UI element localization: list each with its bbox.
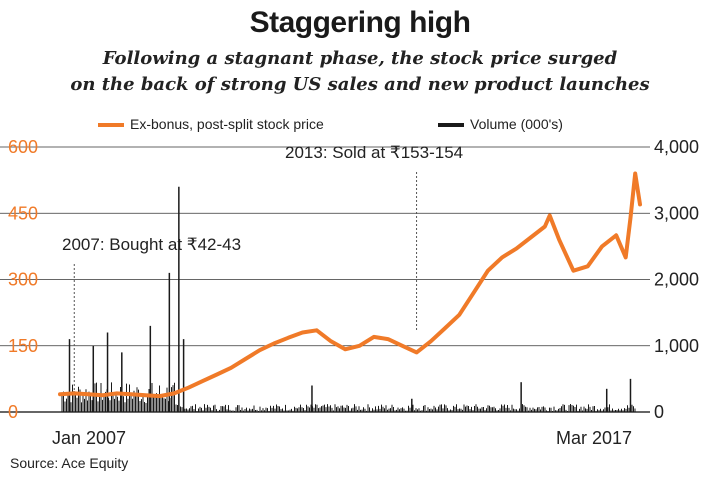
right-axis-tick: 3,000 [654,203,699,223]
left-axis-tick: 0 [8,402,18,422]
legend-price-swatch [98,123,124,127]
annotation-label: 2013: Sold at ₹153-154 [285,143,463,162]
right-axis-tick: 1,000 [654,336,699,356]
legend-volume-swatch [438,123,464,127]
x-axis-start-label: Jan 2007 [52,428,126,448]
left-axis-tick: 450 [8,203,38,223]
x-axis-end-label: Mar 2017 [556,428,632,448]
subtitle-line-1: Following a stagnant phase, the stock pr… [102,48,618,69]
left-axis-tick: 600 [8,137,38,157]
price-line [58,171,642,399]
chart-subtitle: Following a stagnant phase, the stock pr… [0,46,720,98]
annotation-label: 2007: Bought at ₹42-43 [62,235,241,254]
chart-title: Staggering high [249,6,471,39]
volume-bars [61,186,636,412]
left-axis-tick: 150 [8,336,38,356]
legend-price-label: Ex-bonus, post-split stock price [130,116,324,132]
right-axis-tick: 4,000 [654,137,699,157]
left-axis-tick: 300 [8,270,38,290]
legend-volume-label: Volume (000's) [470,116,563,132]
source-note: Source: Ace Equity [10,455,129,471]
right-axis-tick: 2,000 [654,270,699,290]
subtitle-line-2: on the back of strong US sales and new p… [70,74,650,95]
right-axis-tick: 0 [654,402,664,422]
